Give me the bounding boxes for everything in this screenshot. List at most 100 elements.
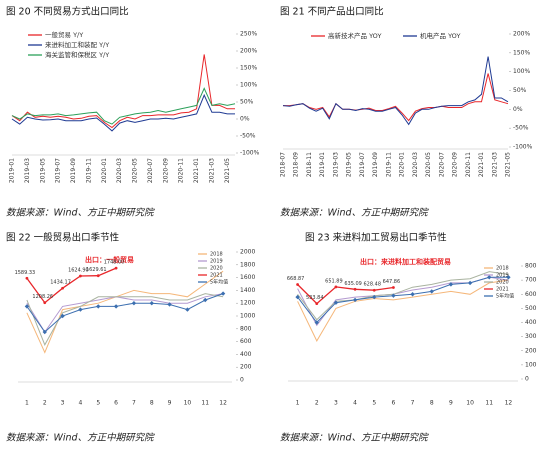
x-tick-label: 2019-07 — [55, 158, 62, 183]
marker — [372, 288, 376, 292]
data-label: 1434.17 — [50, 280, 71, 286]
x-tick-label: 11 — [201, 400, 209, 407]
data-label: 1629.61 — [86, 267, 107, 273]
data-label: 668.87 — [287, 276, 305, 282]
x-tick-label: 2020-03 — [116, 158, 123, 183]
marker — [448, 282, 454, 287]
marker — [96, 304, 101, 309]
marker — [392, 286, 395, 289]
marker — [296, 283, 299, 286]
x-tick-label: 5 — [96, 400, 100, 407]
marker — [42, 329, 47, 335]
data-label: 1624.90 — [68, 268, 89, 274]
y-tick-label: 250% — [240, 31, 257, 38]
x-tick-label: 2019-07 — [359, 152, 366, 177]
y-tick-label: 1200 — [240, 300, 255, 307]
marker — [24, 304, 30, 309]
legend-label: 2021 — [210, 273, 223, 279]
x-tick-label: 8 — [430, 400, 434, 407]
y-tick-label: 50% — [513, 87, 527, 94]
chart-title: 图 22 一般贸易出口季节性 — [6, 232, 120, 244]
x-tick-label: 2019-09 — [372, 152, 379, 177]
source-note: 数据来源：Wind、方正中期研究院 — [6, 207, 155, 219]
marker — [96, 274, 100, 278]
x-tick-label: 11 — [485, 400, 493, 407]
x-tick-label: 2020-05 — [132, 158, 139, 183]
legend-label: 5年均值 — [210, 279, 228, 286]
x-tick-label: 2021-03 — [491, 152, 498, 177]
x-tick-label: 7 — [132, 400, 136, 407]
x-tick-label: 2020-11 — [465, 152, 472, 177]
x-tick-label: 1 — [25, 400, 29, 407]
x-tick-label: 9 — [449, 400, 453, 407]
x-tick-label: 2020-01 — [101, 158, 108, 183]
legend-label: 2020 — [496, 280, 509, 286]
x-tick-label: 2018-09 — [293, 152, 300, 177]
y-tick-label: -100% — [513, 144, 533, 151]
marker — [429, 289, 434, 294]
x-tick-label: 7 — [411, 400, 415, 407]
x-tick-label: 4 — [353, 400, 357, 407]
marker — [113, 304, 119, 309]
source-note: 数据来源：Wind、方正中期研究院 — [280, 207, 429, 219]
y-tick-label: 500 — [525, 305, 537, 312]
chart-title: 图 20 不同贸易方式出口同比 — [6, 6, 129, 18]
marker — [467, 280, 473, 286]
x-tick-label: 8 — [150, 400, 154, 407]
marker — [391, 293, 396, 298]
x-tick-label: 2020-01 — [399, 152, 406, 177]
data-label: 1748.00 — [104, 260, 125, 266]
marker — [410, 292, 415, 297]
legend-label: 2018 — [496, 266, 509, 272]
legend-label: 2019 — [210, 259, 223, 265]
y-tick-label: -100% — [240, 150, 260, 157]
series-line — [26, 293, 224, 333]
legend-label: 机电产品 YOY — [420, 31, 460, 40]
data-label: 651.89 — [325, 278, 343, 284]
x-tick-label: 2020-05 — [425, 152, 432, 177]
x-tick-label: 2021-01 — [478, 152, 485, 177]
chart-annotation: 出口：一般贸易 — [85, 255, 134, 264]
marker — [185, 307, 190, 312]
x-tick-label: 3 — [334, 400, 338, 407]
y-tick-label: 1400 — [240, 287, 255, 294]
marker — [487, 275, 492, 280]
x-tick-label: 12 — [219, 400, 227, 407]
y-tick-label: 600 — [240, 338, 252, 345]
x-tick-label: 6 — [114, 400, 118, 407]
x-tick-label: 2019-05 — [346, 152, 353, 177]
marker — [149, 301, 154, 306]
data-label: 647.86 — [383, 279, 401, 285]
legend-label: 2020 — [210, 266, 223, 272]
series-line — [11, 93, 235, 132]
data-label: 635.09 — [344, 281, 362, 287]
y-tick-label: 200% — [513, 31, 530, 38]
y-tick-label: 1000 — [240, 313, 255, 320]
marker — [334, 285, 338, 289]
series-line — [26, 267, 117, 304]
x-tick-label: 2020-09 — [452, 152, 459, 177]
series-line — [11, 87, 236, 125]
x-tick-label: 10 — [184, 400, 192, 407]
series-line — [11, 54, 235, 129]
x-tick-label: 3 — [61, 400, 65, 407]
data-label: 1589.33 — [15, 270, 36, 276]
legend-label: 一般贸易 Y/Y — [45, 30, 83, 39]
x-tick-label: 6 — [392, 400, 396, 407]
source-note: 数据来源：Wind、方正中期研究院 — [6, 432, 155, 444]
x-tick-label: 2018-07 — [280, 152, 287, 177]
y-tick-label: 100 — [525, 361, 537, 368]
y-tick-label: 150% — [513, 49, 530, 56]
x-tick-label: 9 — [168, 400, 172, 407]
chart-annotation: 出口：来进料加工和装配贸易 — [360, 257, 451, 266]
x-tick-label: 2018-11 — [306, 152, 313, 177]
y-tick-label: 0% — [513, 106, 523, 113]
marker — [78, 307, 83, 312]
marker — [314, 320, 319, 325]
y-tick-label: 100% — [240, 82, 257, 89]
series-line — [297, 284, 394, 305]
y-tick-label: 100% — [513, 68, 530, 75]
marker — [203, 297, 208, 303]
x-tick-label: 2019-09 — [70, 158, 77, 183]
x-tick-label: 2019-01 — [319, 152, 326, 177]
